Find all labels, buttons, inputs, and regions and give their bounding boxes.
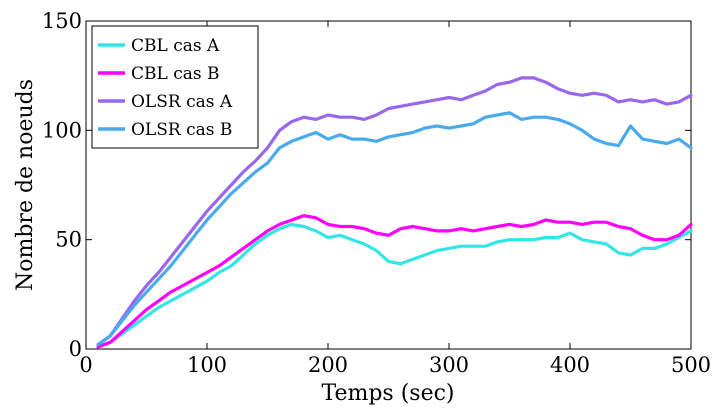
- x-tick-label: 0: [79, 353, 92, 377]
- y-tick-label: 50: [55, 228, 82, 252]
- legend: CBL cas A CBL cas B OLSR cas A OLSR cas B: [91, 25, 259, 149]
- legend-label: CBL cas B: [131, 64, 219, 84]
- x-axis-label: Temps (sec): [321, 381, 454, 406]
- y-tick-label: 100: [42, 118, 82, 142]
- legend-label: CBL cas A: [131, 36, 220, 56]
- series-line-olsr-cas-b: [96, 111, 693, 347]
- legend-label: OLSR cas B: [131, 120, 232, 140]
- axis-layer: 0 100 200 300 400 500 0 50 100 150: [42, 9, 711, 377]
- y-axis-label: Nombre de noeuds: [13, 79, 38, 291]
- x-tick-label: 200: [308, 353, 348, 377]
- x-tick-label: 100: [187, 353, 227, 377]
- series-line-cbl-cas-a: [96, 222, 693, 349]
- legend-items: CBL cas A CBL cas B OLSR cas A OLSR cas B: [98, 36, 233, 140]
- legend-label: OLSR cas A: [131, 92, 233, 112]
- x-tick-label: 300: [429, 353, 469, 377]
- x-tick-label: 400: [550, 353, 590, 377]
- series-layer: [96, 76, 693, 349]
- series-line-olsr-cas-a: [96, 76, 693, 347]
- y-tick-label: 150: [42, 9, 82, 33]
- x-tick-label: 500: [671, 353, 711, 377]
- series-line-cbl-cas-b: [96, 214, 693, 349]
- y-tick-label: 0: [69, 337, 82, 361]
